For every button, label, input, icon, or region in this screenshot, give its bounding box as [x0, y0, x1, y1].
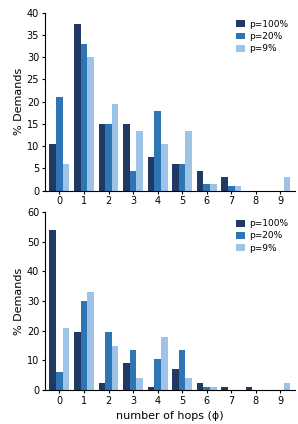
Bar	[197, 383, 203, 390]
Bar	[185, 378, 192, 390]
X-axis label: number of hops (ϕ): number of hops (ϕ)	[116, 411, 224, 421]
Bar	[56, 97, 63, 191]
Bar	[284, 177, 290, 191]
Bar	[87, 57, 94, 191]
Bar	[56, 372, 63, 390]
Bar	[185, 131, 192, 191]
Bar	[172, 369, 179, 390]
Bar	[130, 171, 136, 191]
Bar	[210, 184, 217, 191]
Bar	[81, 301, 87, 390]
Bar	[172, 164, 179, 191]
Bar	[49, 230, 56, 390]
Bar	[49, 144, 56, 191]
Bar	[112, 104, 118, 191]
Bar	[154, 111, 161, 191]
Bar	[105, 332, 112, 390]
Bar	[148, 387, 154, 390]
Bar	[284, 383, 290, 390]
Bar	[136, 378, 143, 390]
Bar	[136, 131, 143, 191]
Legend: p=100%, p=20%, p=9%: p=100%, p=20%, p=9%	[233, 17, 291, 56]
Legend: p=100%, p=20%, p=9%: p=100%, p=20%, p=9%	[233, 217, 291, 255]
Bar	[197, 171, 203, 191]
Bar	[63, 164, 69, 191]
Y-axis label: % Demands: % Demands	[14, 68, 24, 135]
Bar	[123, 363, 130, 390]
Text: (a) ILP model: (a) ILP model	[133, 248, 207, 258]
Bar	[179, 164, 185, 191]
Bar	[154, 359, 161, 390]
Bar	[203, 387, 210, 390]
Bar	[112, 346, 118, 390]
Bar	[87, 292, 94, 390]
Bar	[123, 124, 130, 191]
Bar	[228, 186, 235, 191]
Bar	[105, 124, 112, 191]
Bar	[210, 387, 217, 390]
X-axis label: number of hops (ϕ): number of hops (ϕ)	[116, 212, 224, 222]
Bar	[221, 177, 228, 191]
Bar	[74, 332, 81, 390]
Bar	[81, 44, 87, 191]
Bar	[74, 24, 81, 191]
Y-axis label: % Demands: % Demands	[14, 268, 24, 335]
Bar	[99, 124, 105, 191]
Bar	[161, 337, 167, 390]
Bar	[148, 157, 154, 191]
Bar	[235, 186, 241, 191]
Bar	[63, 328, 69, 390]
Bar	[246, 387, 252, 390]
Bar	[130, 350, 136, 390]
Bar	[203, 184, 210, 191]
Bar	[161, 144, 167, 191]
Bar	[99, 383, 105, 390]
Bar	[179, 350, 185, 390]
Bar	[221, 387, 228, 390]
